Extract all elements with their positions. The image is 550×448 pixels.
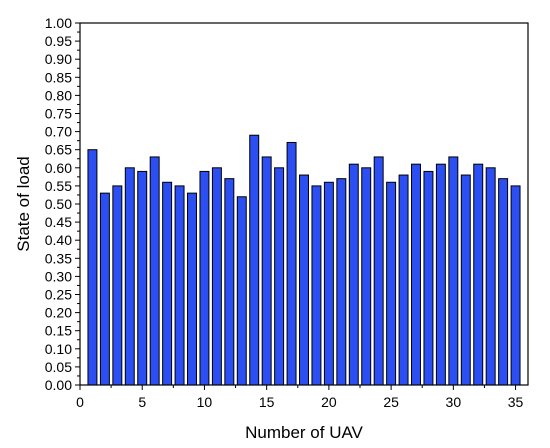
y-tick-label: 0.15 (45, 323, 72, 339)
bar-uav-24 (373, 156, 384, 386)
bar-uav-26 (398, 174, 409, 386)
y-axis-label: State of load (14, 156, 33, 251)
bar-uav-30 (448, 156, 459, 386)
y-tick-label: 0.75 (45, 106, 72, 122)
bar-uav-23 (361, 167, 372, 386)
y-tick-label: 0.90 (45, 51, 72, 67)
bar-uav-32 (473, 163, 484, 386)
bar-uav-31 (460, 174, 471, 386)
y-tick-label: 0.30 (45, 268, 72, 284)
y-tick-label: 0.25 (45, 287, 72, 303)
bar-uav-12 (224, 178, 235, 386)
y-tick-label: 0.10 (45, 341, 72, 357)
bar-uav-35 (510, 185, 521, 386)
bar-uav-2 (99, 192, 110, 386)
bar-uav-1 (87, 149, 98, 386)
x-tick-label: 10 (197, 394, 213, 410)
y-tick-label: 0.65 (45, 142, 72, 158)
bar-uav-20 (323, 181, 334, 386)
x-tick-label: 0 (76, 394, 84, 410)
y-tick-label: 0.35 (45, 250, 72, 266)
y-tick-label: 0.50 (45, 196, 72, 212)
y-tick-label: 1.00 (45, 15, 72, 31)
bar-uav-9 (187, 192, 197, 386)
x-tick-label: 25 (383, 394, 399, 410)
y-tick-label: 0.40 (45, 232, 72, 248)
y-tick-label: 0.85 (45, 69, 72, 85)
y-tick-label: 0.20 (45, 305, 72, 321)
x-tick-label: 35 (508, 394, 524, 410)
bar-uav-15 (261, 156, 272, 386)
y-tick-label: 0.95 (45, 33, 72, 49)
y-tick-label: 0.60 (45, 160, 72, 176)
bar-uav-29 (435, 163, 446, 386)
x-axis-label: Number of UAV (245, 423, 363, 442)
bar-uav-16 (274, 167, 285, 386)
bar-uav-34 (498, 178, 509, 386)
bar-uav-27 (411, 163, 421, 386)
y-tick-label: 0.55 (45, 178, 72, 194)
x-tick-label: 5 (138, 394, 146, 410)
x-tick-label: 30 (446, 394, 462, 410)
y-tick-label: 0.45 (45, 214, 72, 230)
x-tick-label: 20 (321, 394, 337, 410)
x-axis-ticks: 0 5 10 15 20 25 30 35 (76, 385, 524, 410)
bar-uav-8 (174, 185, 185, 386)
y-tick-label: 0.00 (45, 377, 72, 393)
plot-frame (79, 22, 529, 386)
y-tick-label: 0.80 (45, 87, 72, 103)
bar-uav-21 (336, 178, 347, 386)
bar-uav-19 (311, 185, 322, 386)
bar-uav-3 (112, 185, 123, 386)
bars-group (87, 134, 521, 386)
bar-uav-4 (124, 167, 135, 386)
bar-uav-18 (299, 174, 309, 386)
x-tick-label: 15 (259, 394, 275, 410)
bar-uav-17 (286, 141, 297, 386)
bar-uav-33 (485, 167, 496, 386)
bar-uav-13 (236, 196, 247, 386)
bar-uav-28 (423, 170, 434, 386)
bar-uav-7 (162, 181, 173, 386)
bar-uav-6 (149, 156, 160, 386)
y-tick-label: 0.70 (45, 124, 72, 140)
bar-uav-10 (199, 170, 210, 386)
y-axis-ticks: 0.00 0.05 0.10 0.15 0.20 0.25 0.30 0.35 0.40 0.45… (45, 15, 80, 393)
bar-uav-22 (348, 163, 359, 386)
bar-uav-11 (211, 167, 222, 386)
bar-uav-5 (137, 170, 148, 386)
bar-uav-14 (249, 134, 260, 386)
bar-uav-25 (386, 181, 397, 386)
y-tick-label: 0.05 (45, 359, 72, 375)
